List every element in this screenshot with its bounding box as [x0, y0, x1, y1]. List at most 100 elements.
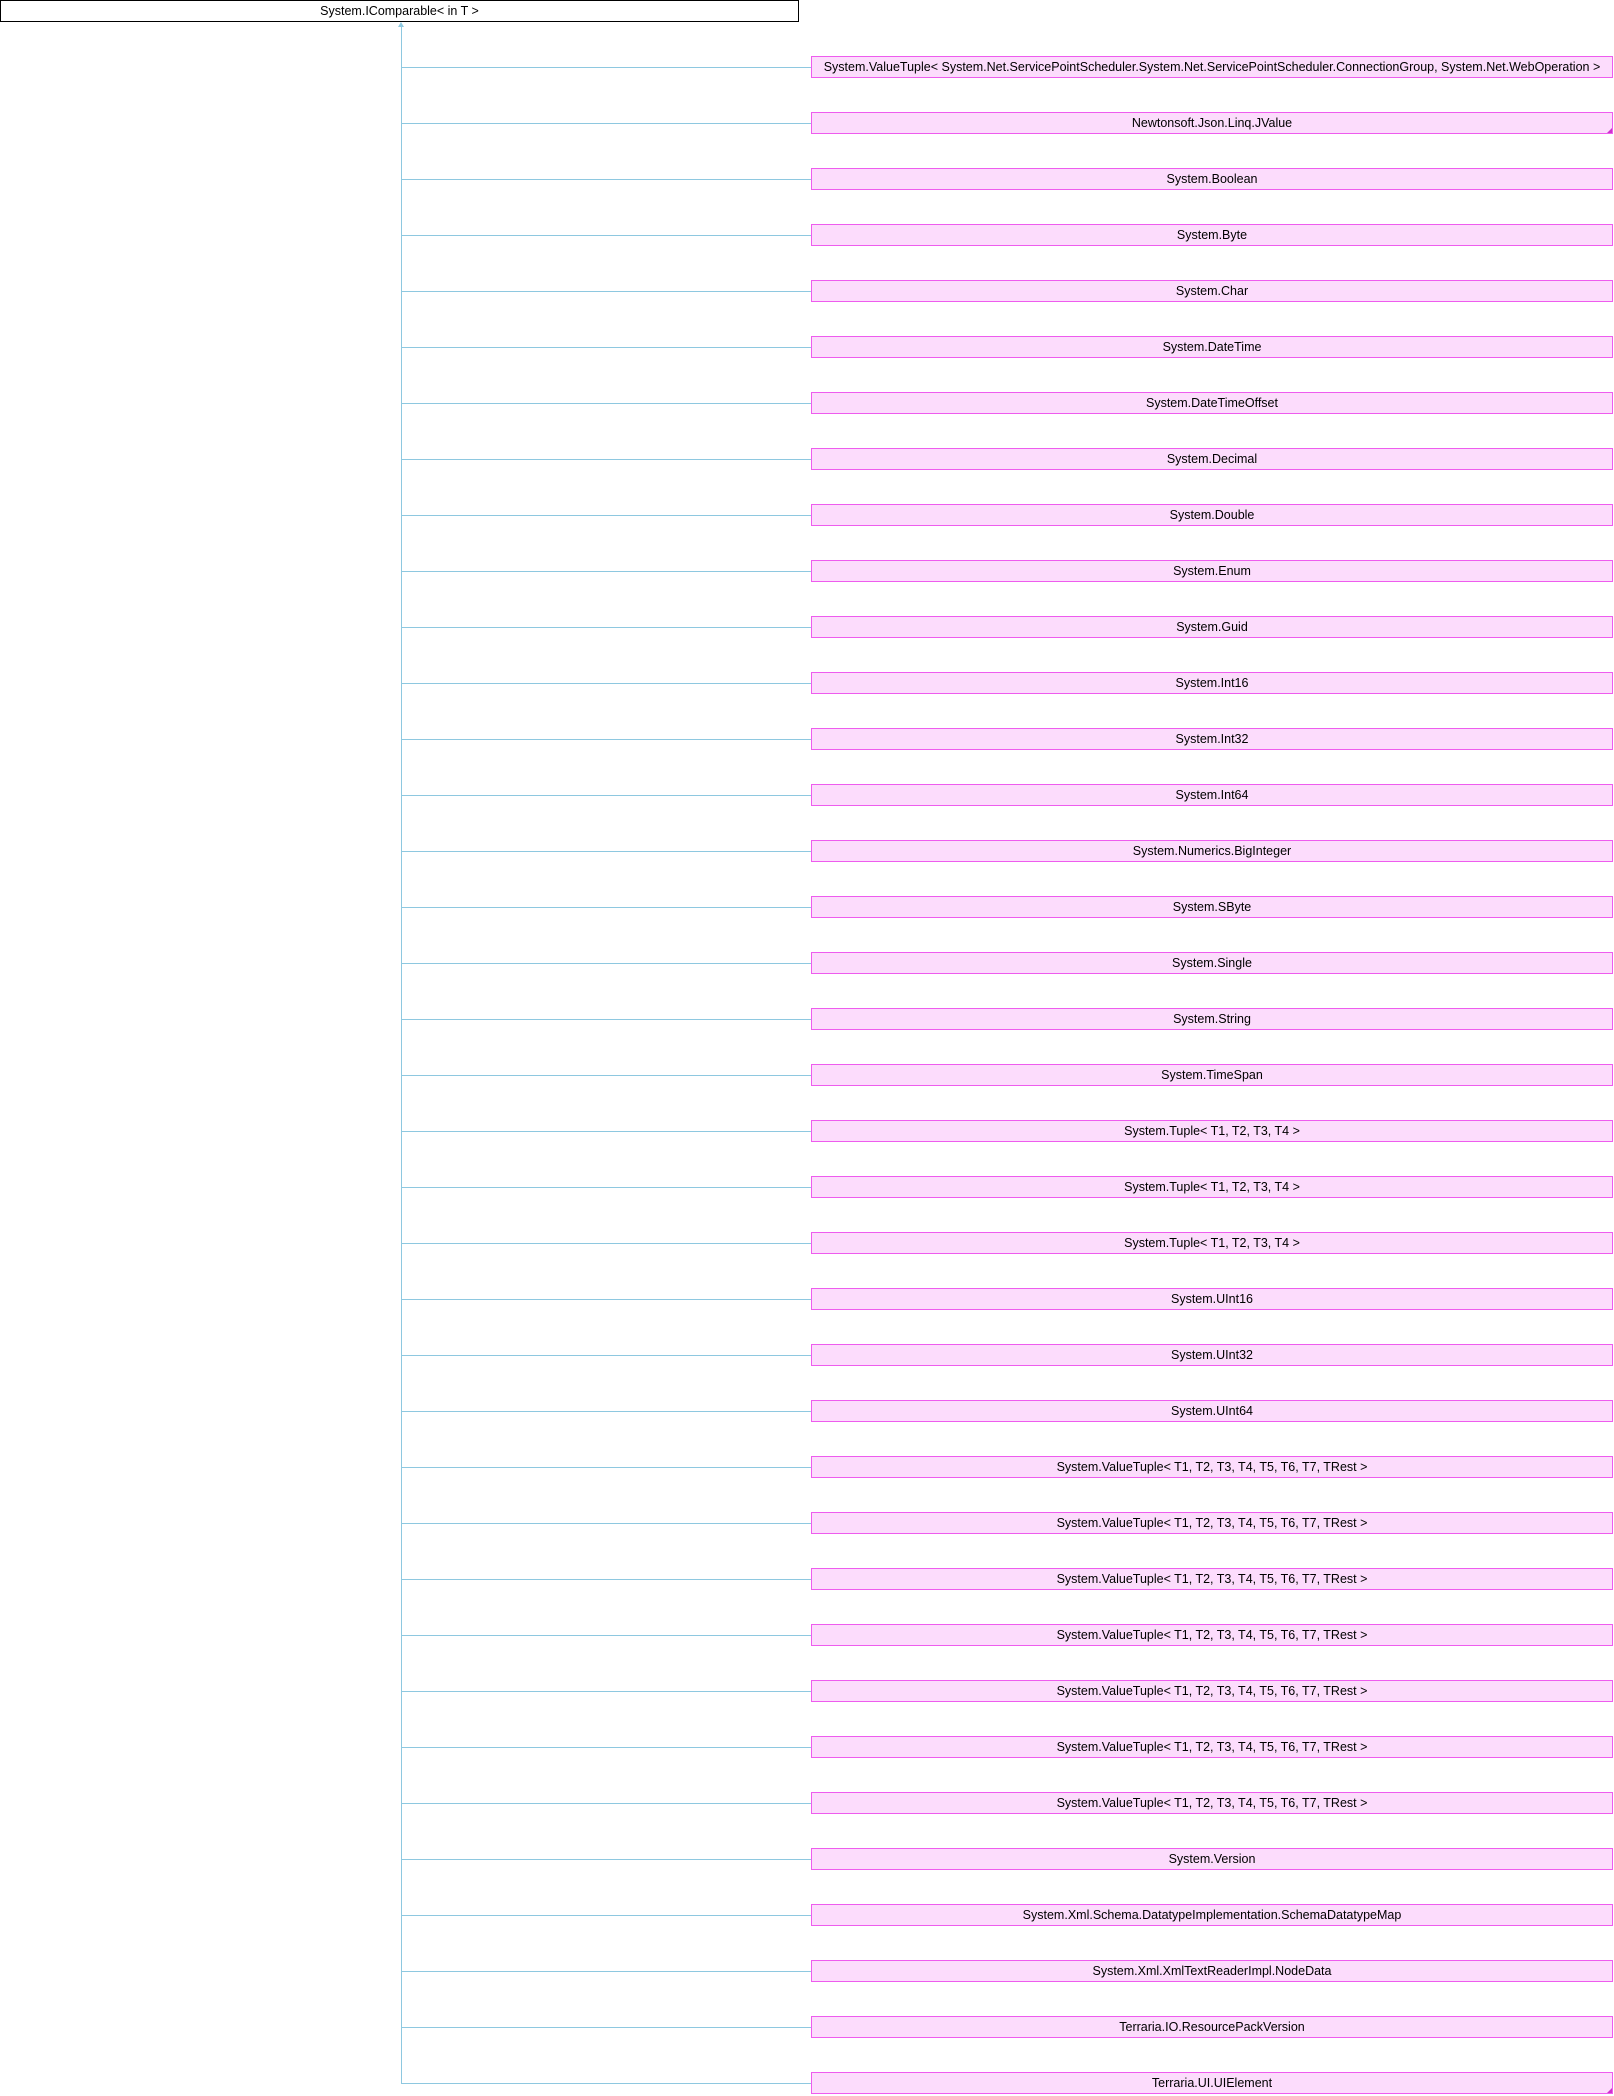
derived-class-label: System.Int16: [1175, 676, 1249, 690]
derived-class-label: System.TimeSpan: [1161, 1068, 1263, 1082]
inheritance-edge: [401, 2083, 811, 2084]
derived-class-label: System.UInt32: [1171, 1348, 1253, 1362]
derived-class-label: System.Tuple< T1, T2, T3, T4 >: [1124, 1124, 1300, 1138]
inheritance-edge: [401, 1523, 811, 1524]
derived-class-node[interactable]: System.ValueTuple< T1, T2, T3, T4, T5, T…: [811, 1792, 1613, 1814]
derived-class-label: System.Decimal: [1166, 452, 1258, 466]
derived-class-label: System.Guid: [1176, 620, 1248, 634]
inheritance-edge: [401, 403, 811, 404]
derived-class-node[interactable]: Terraria.UI.UIElement: [811, 2072, 1613, 2094]
derived-class-label: Terraria.UI.UIElement: [1151, 2076, 1273, 2090]
derived-class-node[interactable]: System.DateTimeOffset: [811, 392, 1613, 414]
derived-class-node[interactable]: System.Decimal: [811, 448, 1613, 470]
derived-class-label: System.DateTimeOffset: [1146, 396, 1278, 410]
derived-class-label: System.ValueTuple< T1, T2, T3, T4, T5, T…: [1056, 1460, 1368, 1474]
inheritance-edge: [401, 67, 811, 68]
inheritance-edge: [401, 1187, 811, 1188]
inheritance-edge: [401, 123, 811, 124]
derived-class-node[interactable]: System.Int16: [811, 672, 1613, 694]
inheritance-edge: [401, 2027, 811, 2028]
derived-class-node[interactable]: System.Boolean: [811, 168, 1613, 190]
inheritance-edge: [401, 235, 811, 236]
inheritance-edge: [401, 1803, 811, 1804]
derived-class-node[interactable]: System.Double: [811, 504, 1613, 526]
inheritance-edge: [401, 1467, 811, 1468]
inheritance-arrowhead: [398, 22, 404, 27]
inheritance-edge: [401, 1243, 811, 1244]
derived-class-node[interactable]: System.Char: [811, 280, 1613, 302]
derived-class-node[interactable]: System.ValueTuple< T1, T2, T3, T4, T5, T…: [811, 1568, 1613, 1590]
derived-class-label: System.Tuple< T1, T2, T3, T4 >: [1124, 1236, 1300, 1250]
derived-class-node[interactable]: System.Tuple< T1, T2, T3, T4 >: [811, 1176, 1613, 1198]
derived-class-node[interactable]: System.Version: [811, 1848, 1613, 1870]
inheritance-edge: [401, 515, 811, 516]
derived-class-node[interactable]: System.ValueTuple< T1, T2, T3, T4, T5, T…: [811, 1680, 1613, 1702]
inheritance-edge: [401, 1971, 811, 1972]
inheritance-edge: [401, 1411, 811, 1412]
derived-class-label: System.Xml.Schema.DatatypeImplementation…: [1022, 1908, 1402, 1922]
derived-class-node[interactable]: System.ValueTuple< T1, T2, T3, T4, T5, T…: [811, 1624, 1613, 1646]
derived-class-label: System.Byte: [1176, 228, 1248, 242]
inheritance-edge: [401, 179, 811, 180]
inheritance-edge: [401, 291, 811, 292]
derived-class-label: System.Char: [1175, 284, 1249, 298]
inheritance-edge: [401, 1131, 811, 1132]
derived-class-label: System.Single: [1172, 956, 1252, 970]
derived-class-node[interactable]: System.UInt32: [811, 1344, 1613, 1366]
derived-class-label: System.ValueTuple< T1, T2, T3, T4, T5, T…: [1056, 1684, 1368, 1698]
derived-class-label: Newtonsoft.Json.Linq.JValue: [1131, 116, 1293, 130]
derived-class-label: System.Xml.XmlTextReaderImpl.NodeData: [1092, 1964, 1332, 1978]
derived-class-node[interactable]: System.Byte: [811, 224, 1613, 246]
derived-class-label: System.Version: [1168, 1852, 1256, 1866]
derived-class-node[interactable]: System.Guid: [811, 616, 1613, 638]
derived-class-node[interactable]: Newtonsoft.Json.Linq.JValue: [811, 112, 1613, 134]
derived-class-node[interactable]: System.DateTime: [811, 336, 1613, 358]
derived-class-node[interactable]: System.Xml.XmlTextReaderImpl.NodeData: [811, 1960, 1613, 1982]
derived-class-label: System.Numerics.BigInteger: [1132, 844, 1292, 858]
inheritance-edge: [401, 795, 811, 796]
derived-class-node[interactable]: System.Xml.Schema.DatatypeImplementation…: [811, 1904, 1613, 1926]
derived-class-node[interactable]: System.ValueTuple< System.Net.ServicePoi…: [811, 56, 1613, 78]
inheritance-edge: [401, 347, 811, 348]
derived-class-label: System.ValueTuple< System.Net.ServicePoi…: [823, 60, 1601, 74]
truncated-marker-icon: [1607, 128, 1612, 133]
derived-class-label: System.ValueTuple< T1, T2, T3, T4, T5, T…: [1056, 1796, 1368, 1810]
derived-class-node[interactable]: System.UInt16: [811, 1288, 1613, 1310]
root-class-node[interactable]: System.IComparable< in T >: [0, 0, 799, 22]
derived-class-node[interactable]: System.String: [811, 1008, 1613, 1030]
derived-class-node[interactable]: System.Tuple< T1, T2, T3, T4 >: [811, 1232, 1613, 1254]
derived-class-node[interactable]: System.UInt64: [811, 1400, 1613, 1422]
derived-class-node[interactable]: System.Tuple< T1, T2, T3, T4 >: [811, 1120, 1613, 1142]
inheritance-edge: [401, 1747, 811, 1748]
derived-class-node[interactable]: System.ValueTuple< T1, T2, T3, T4, T5, T…: [811, 1736, 1613, 1758]
inheritance-edge: [401, 1859, 811, 1860]
derived-class-node[interactable]: System.SByte: [811, 896, 1613, 918]
derived-class-label: System.SByte: [1172, 900, 1252, 914]
derived-class-node[interactable]: Terraria.IO.ResourcePackVersion: [811, 2016, 1613, 2038]
derived-class-label: System.String: [1173, 1012, 1251, 1026]
derived-class-node[interactable]: System.TimeSpan: [811, 1064, 1613, 1086]
inheritance-edge: [401, 1915, 811, 1916]
inheritance-edge: [401, 1299, 811, 1300]
derived-class-label: System.Int64: [1175, 788, 1249, 802]
inheritance-edge: [401, 1355, 811, 1356]
inheritance-edge: [401, 963, 811, 964]
inheritance-edge: [401, 739, 811, 740]
derived-class-label: System.ValueTuple< T1, T2, T3, T4, T5, T…: [1056, 1628, 1368, 1642]
derived-class-label: System.Tuple< T1, T2, T3, T4 >: [1124, 1180, 1300, 1194]
derived-class-label: System.Double: [1169, 508, 1255, 522]
inheritance-edge: [401, 1019, 811, 1020]
derived-class-node[interactable]: System.Single: [811, 952, 1613, 974]
inheritance-edge: [401, 627, 811, 628]
derived-class-node[interactable]: System.Numerics.BigInteger: [811, 840, 1613, 862]
derived-class-node[interactable]: System.Enum: [811, 560, 1613, 582]
derived-class-node[interactable]: System.Int32: [811, 728, 1613, 750]
derived-class-node[interactable]: System.Int64: [811, 784, 1613, 806]
derived-class-node[interactable]: System.ValueTuple< T1, T2, T3, T4, T5, T…: [811, 1512, 1613, 1534]
derived-class-label: System.Boolean: [1166, 172, 1258, 186]
derived-class-label: System.Enum: [1173, 564, 1251, 578]
inheritance-edge: [401, 1075, 811, 1076]
inheritance-trunk-line: [401, 26, 402, 2084]
derived-class-node[interactable]: System.ValueTuple< T1, T2, T3, T4, T5, T…: [811, 1456, 1613, 1478]
